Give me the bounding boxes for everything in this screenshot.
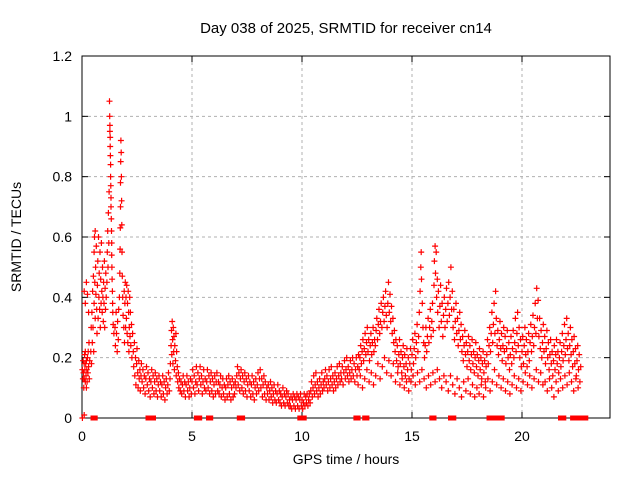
zero-flag-marker: [355, 415, 361, 421]
zero-flag-marker: [431, 415, 437, 421]
zero-flag-marker: [488, 415, 494, 421]
zero-flag-marker: [92, 415, 98, 421]
zero-flag-marker: [197, 415, 203, 421]
y-tick-label: 0.8: [53, 169, 73, 185]
x-tick-label: 0: [78, 428, 86, 444]
y-tick-label: 1: [64, 108, 72, 124]
zero-flag-marker: [448, 415, 453, 421]
y-axis-label: SRMTID / TECUs: [8, 182, 24, 292]
zero-flag-marker: [499, 415, 505, 421]
zero-flag-marker: [236, 415, 242, 421]
zero-flag-marker: [151, 415, 156, 421]
x-tick-label: 5: [188, 428, 196, 444]
x-tick-labels: 0 5 10 15 20: [78, 428, 530, 444]
chart-title: Day 038 of 2025, SRMTID for receiver cn1…: [200, 20, 492, 37]
y-tick-label: 0.4: [53, 289, 73, 305]
scatter-points: [79, 98, 584, 421]
zero-flag-marker: [558, 415, 563, 421]
zero-markers: [90, 415, 589, 421]
x-tick-label: 15: [404, 428, 420, 444]
y-tick-labels: 0 0.2 0.4 0.6 0.8 1 1.2: [53, 48, 73, 426]
zero-flag-marker: [147, 415, 153, 421]
x-axis-label: GPS time / hours: [293, 451, 400, 467]
zero-flag-marker: [301, 415, 307, 421]
zero-flag-marker: [193, 415, 199, 421]
zero-flag-marker: [451, 415, 457, 421]
y-tick-label: 0.6: [53, 229, 73, 245]
zero-flag-marker: [561, 415, 567, 421]
x-tick-label: 10: [294, 428, 310, 444]
y-tick-label: 0: [64, 410, 72, 426]
plot-border: [81, 55, 611, 419]
zero-flag-marker: [208, 415, 214, 421]
zero-flag-marker: [583, 415, 589, 421]
zero-flag-marker: [364, 415, 370, 421]
data-point-markers: [79, 98, 584, 421]
zero-flag-marker: [240, 415, 246, 421]
y-tick-label: 1.2: [53, 48, 73, 64]
zero-flag-marker: [493, 415, 499, 421]
x-tick-label: 20: [514, 428, 530, 444]
y-tick-label: 0.2: [53, 350, 73, 366]
